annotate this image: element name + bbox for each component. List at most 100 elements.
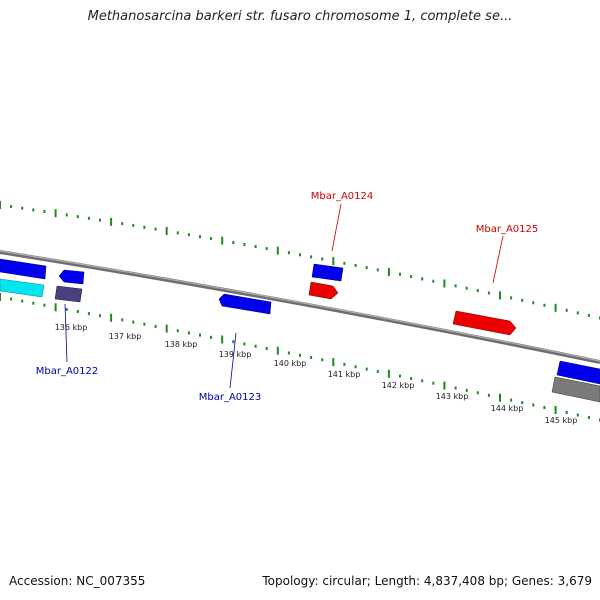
minor-tick [287, 251, 290, 255]
minor-tick [187, 331, 190, 335]
major-tick [165, 324, 168, 333]
major-tick [165, 227, 168, 235]
minor-tick [354, 365, 357, 369]
minor-tick [21, 206, 24, 210]
minor-tick [521, 401, 524, 405]
minor-tick [399, 272, 401, 276]
minor-tick [154, 324, 157, 328]
leader-mbar-a0122 [64, 303, 68, 363]
minor-tick [65, 213, 68, 217]
minor-tick [454, 284, 457, 288]
minor-tick [32, 208, 35, 212]
gene-mbar-a0124-forward[interactable] [311, 263, 344, 282]
minor-tick [87, 216, 90, 220]
minor-tick [21, 299, 24, 303]
minor-tick [154, 227, 157, 231]
minor-tick [176, 329, 179, 333]
summary-text: Topology: circular; Length: 4,837,408 bp… [262, 574, 592, 588]
minor-tick [421, 277, 424, 281]
genome-backbone-highlight [0, 250, 600, 362]
major-tick [554, 406, 557, 414]
minor-tick [132, 320, 135, 324]
gene-forward-small-arrow[interactable] [58, 269, 85, 285]
minor-tick [199, 333, 201, 337]
feature-purple[interactable] [54, 285, 83, 303]
minor-tick [343, 261, 346, 265]
feature-cyan[interactable] [0, 278, 45, 298]
scale-label: 137 kbp [109, 332, 142, 341]
minor-tick [487, 291, 490, 295]
gene-label-mbar-a0123[interactable]: Mbar_A0123 [199, 392, 262, 403]
minor-tick [99, 218, 101, 222]
minor-tick [243, 342, 246, 346]
minor-tick [65, 307, 68, 311]
minor-tick [99, 314, 101, 318]
gene-mbar-a0123[interactable] [218, 293, 272, 315]
gene-mbar-a0125[interactable] [452, 310, 517, 336]
minor-tick [465, 286, 468, 290]
minor-tick [487, 393, 490, 397]
minor-tick [343, 362, 346, 366]
major-tick [332, 257, 335, 266]
scale-label: 143 kbp [436, 392, 469, 401]
scale-label: 140 kbp [274, 359, 307, 368]
minor-tick [254, 344, 257, 348]
minor-tick [543, 406, 546, 409]
minor-tick [399, 374, 401, 378]
minor-tick [365, 266, 368, 270]
major-tick [221, 335, 224, 344]
gene-label-mbar-a0124[interactable]: Mbar_A0124 [311, 191, 374, 202]
minor-tick [410, 275, 413, 279]
minor-tick [532, 301, 535, 305]
major-tick [276, 246, 279, 255]
minor-tick [454, 386, 457, 390]
minor-tick [10, 297, 13, 301]
minor-tick [465, 388, 468, 392]
major-tick [499, 291, 501, 300]
scale-label: 145 kbp [545, 416, 578, 425]
minor-tick [76, 215, 79, 219]
minor-tick [587, 313, 590, 317]
minor-tick [121, 318, 124, 322]
minor-tick [199, 235, 201, 239]
leader-mbar-a0124 [331, 203, 342, 252]
outer-tick-ring [0, 201, 600, 320]
minor-tick [132, 223, 135, 227]
minor-tick [321, 257, 324, 261]
gene-mbar-a0124[interactable] [308, 281, 339, 300]
minor-tick [576, 413, 579, 417]
minor-tick [210, 335, 213, 339]
major-tick [332, 358, 335, 367]
minor-tick [321, 358, 324, 362]
minor-tick [143, 322, 146, 326]
minor-tick [432, 279, 435, 283]
gene-label-mbar-a0125[interactable]: Mbar_A0125 [476, 224, 539, 235]
minor-tick [510, 296, 513, 300]
minor-tick [299, 253, 301, 257]
minor-tick [232, 241, 235, 244]
minor-tick [376, 268, 379, 272]
leader-mbar-a0125 [492, 235, 504, 284]
gene-label-mbar-a0122[interactable]: Mbar_A0122 [36, 366, 99, 377]
minor-tick [543, 303, 546, 307]
minor-tick [587, 416, 590, 419]
minor-tick [421, 379, 424, 383]
major-tick [0, 293, 1, 301]
minor-tick [243, 243, 246, 246]
major-tick [387, 369, 390, 378]
major-tick [443, 381, 446, 390]
gene-forward-right-edge[interactable] [556, 360, 600, 385]
feature-gray[interactable] [551, 376, 600, 403]
minor-tick [176, 231, 179, 235]
minor-tick [76, 310, 79, 313]
scale-label: 142 kbp [382, 381, 415, 390]
minor-tick [521, 298, 524, 302]
gene-forward-left[interactable] [0, 258, 47, 280]
scale-label: 141 kbp [328, 370, 361, 379]
scale-label: 139 kbp [219, 350, 252, 359]
minor-tick [143, 225, 146, 229]
scale-labels: 136 kbp 137 kbp 138 kbp 139 kbp 140 kbp 141 k… [55, 323, 578, 425]
minor-tick [365, 367, 368, 371]
major-tick [443, 279, 446, 288]
